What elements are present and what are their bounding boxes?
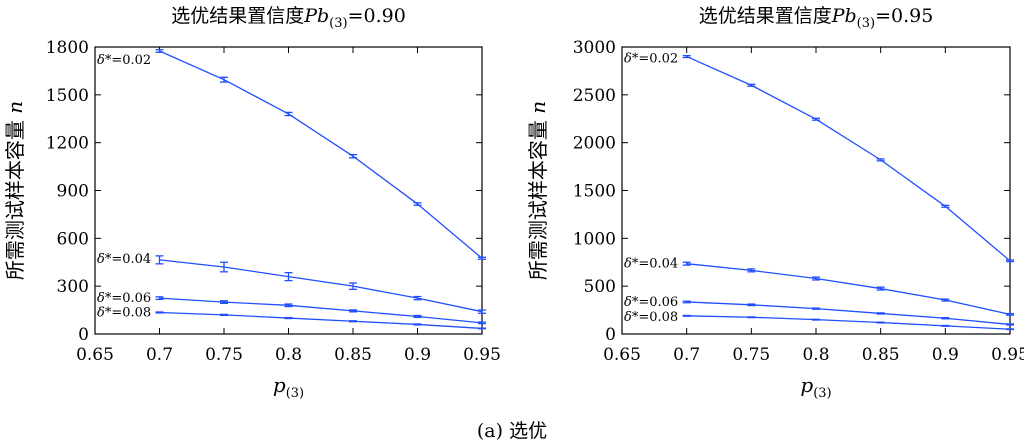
series-line: [159, 259, 483, 313]
x-tick-label: 0.7: [673, 345, 700, 365]
x-tick-label: 0.85: [862, 345, 900, 365]
y-tick-label: 900: [57, 182, 89, 202]
y-tick-label: 2000: [573, 134, 616, 154]
series-label: δ*=0.08: [624, 310, 678, 325]
y-tick-label: 600: [57, 229, 89, 249]
x-tick-label: 0.7: [146, 345, 173, 365]
figure-caption: (a) 选优: [477, 420, 547, 442]
series-label: δ*=0.04: [97, 252, 151, 267]
x-axis-label: p(3): [800, 373, 831, 401]
chart-title: 选优结果置信度Pb(3)=0.90: [171, 5, 406, 31]
series-line: [686, 263, 1011, 316]
y-tick-label: 1200: [46, 134, 89, 154]
plot-frame: [94, 46, 483, 335]
y-axis-label: 所需测试样本容量 n: [3, 101, 27, 280]
y-tick-label: 3000: [573, 38, 616, 58]
y-tick-label: 2500: [573, 86, 616, 106]
x-tick-label: 0.75: [205, 345, 243, 365]
x-tick-label: 0.65: [76, 345, 114, 365]
series-label: δ*=0.06: [97, 291, 151, 306]
y-axis-label: 所需测试样本容量 n: [526, 101, 550, 280]
x-tick-label: 0.65: [603, 345, 641, 365]
chart-panel-right: 0.65 0.7 0.75 0.8 0.85 0.9 0.95 0 500 1000 1500 200…: [526, 5, 1024, 401]
x-tick-label: 0.9: [932, 345, 959, 365]
x-tick-label: 0.95: [463, 345, 501, 365]
y-tick-label: 0: [78, 325, 89, 345]
series-label: δ*=0.02: [624, 52, 678, 67]
y-tick-label: 500: [584, 277, 616, 297]
y-tick-label: 1800: [46, 38, 89, 58]
series-line: [159, 50, 483, 259]
plot-frame: [621, 46, 1011, 335]
y-tick-label: 1500: [46, 86, 89, 106]
x-axis-label: p(3): [273, 373, 304, 401]
series-label: δ*=0.04: [624, 257, 678, 272]
series-line: [159, 311, 483, 330]
chart-panel-left: 0.65 0.7 0.75 0.8 0.85 0.9 0.95 0 300 600 900 1200 1…: [3, 5, 501, 401]
series-line: [686, 55, 1011, 262]
series-line: [159, 297, 483, 324]
series-line: [686, 315, 1011, 330]
x-tick-label: 0.75: [732, 345, 770, 365]
series-label: δ*=0.02: [97, 53, 151, 68]
chart-title: 选优结果置信度Pb(3)=0.95: [699, 5, 934, 31]
x-tick-label: 0.95: [991, 345, 1024, 365]
x-tick-label: 0.85: [334, 345, 372, 365]
series-line: [686, 301, 1011, 326]
series-label: δ*=0.06: [624, 295, 678, 310]
y-tick-label: 1500: [573, 182, 616, 202]
y-tick-label: 1000: [573, 229, 616, 249]
y-tick-label: 300: [57, 277, 89, 297]
x-tick-label: 0.8: [275, 345, 302, 365]
x-tick-label: 0.9: [404, 345, 431, 365]
series-label: δ*=0.08: [97, 305, 151, 320]
y-tick-label: 0: [605, 325, 616, 345]
x-tick-label: 0.8: [802, 345, 829, 365]
